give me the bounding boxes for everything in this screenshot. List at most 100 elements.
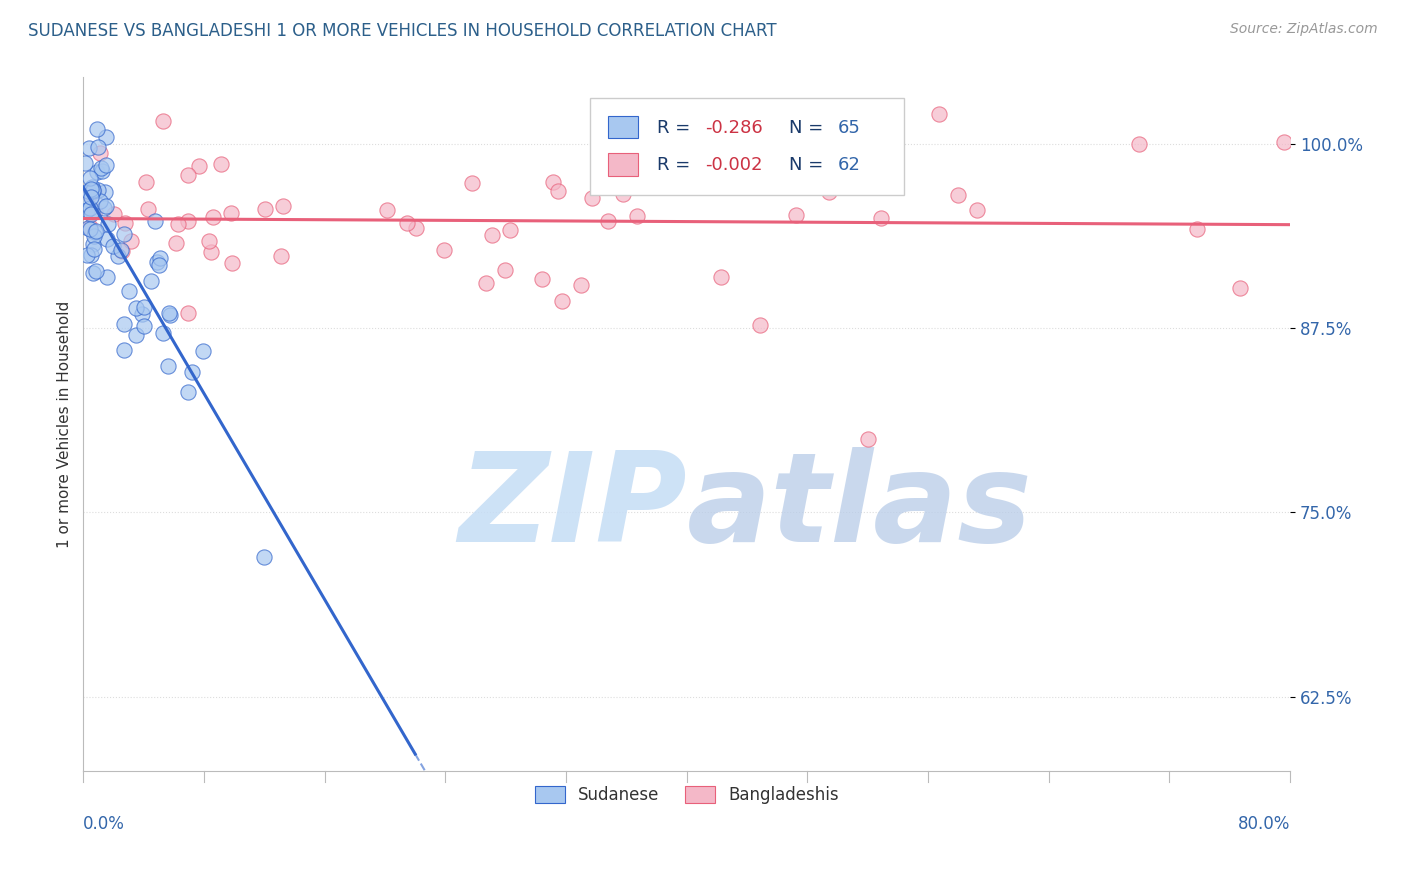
Point <box>112 227 135 242</box>
Point <box>117 285 139 299</box>
Point <box>612 187 634 202</box>
Point <box>77 221 100 235</box>
Point <box>531 272 554 286</box>
Point <box>87 183 110 197</box>
Point <box>270 249 292 263</box>
Text: R =: R = <box>657 156 696 175</box>
Point <box>1229 280 1251 294</box>
Point <box>165 235 187 250</box>
Point <box>79 222 101 236</box>
Point <box>180 365 202 379</box>
Point <box>89 194 111 208</box>
Text: 0.0%: 0.0% <box>83 814 125 833</box>
Y-axis label: 1 or more Vehicles in Household: 1 or more Vehicles in Household <box>58 301 72 548</box>
Point <box>191 344 214 359</box>
Point <box>143 213 166 227</box>
Point <box>710 270 733 285</box>
Point <box>1272 135 1295 149</box>
Point <box>146 255 169 269</box>
Text: 65: 65 <box>838 119 860 137</box>
Text: -0.286: -0.286 <box>704 119 762 137</box>
Point <box>82 183 104 197</box>
Point <box>131 307 153 321</box>
Point <box>377 202 399 217</box>
Point <box>79 187 101 202</box>
Point <box>188 159 211 173</box>
Point <box>494 262 516 277</box>
Point <box>83 242 105 256</box>
Point <box>167 217 190 231</box>
Point <box>396 216 419 230</box>
Point <box>159 308 181 322</box>
Point <box>569 277 592 292</box>
Point <box>120 234 142 248</box>
Point <box>789 159 811 173</box>
Point <box>87 140 110 154</box>
Point <box>152 326 174 340</box>
Text: N =: N = <box>789 156 830 175</box>
Point <box>626 209 648 223</box>
Point <box>96 232 118 246</box>
Point <box>84 264 107 278</box>
Point <box>82 184 104 198</box>
Text: 80.0%: 80.0% <box>1237 814 1291 833</box>
Point <box>551 294 574 309</box>
Point <box>89 146 111 161</box>
Point <box>80 182 103 196</box>
Point <box>82 205 104 219</box>
FancyBboxPatch shape <box>591 98 904 195</box>
Point <box>83 228 105 243</box>
Point <box>80 207 103 221</box>
Point <box>110 244 132 258</box>
Point <box>253 202 276 216</box>
FancyBboxPatch shape <box>609 116 638 138</box>
Point <box>103 207 125 221</box>
Point <box>636 173 658 187</box>
Point <box>86 165 108 179</box>
Point <box>111 244 134 258</box>
Point <box>112 317 135 331</box>
Point <box>79 219 101 234</box>
Point <box>1185 222 1208 236</box>
Point <box>93 201 115 215</box>
Point <box>90 164 112 178</box>
Point <box>202 210 225 224</box>
Text: 62: 62 <box>838 156 860 175</box>
Point <box>84 224 107 238</box>
Point <box>748 318 770 332</box>
Point <box>541 176 564 190</box>
Point <box>83 184 105 198</box>
Point <box>948 188 970 202</box>
Point <box>966 202 988 217</box>
Point <box>114 216 136 230</box>
FancyBboxPatch shape <box>609 153 638 176</box>
Point <box>157 306 180 320</box>
Point <box>96 270 118 285</box>
Point <box>132 318 155 333</box>
Point <box>73 192 96 206</box>
Point <box>96 199 118 213</box>
Text: ZIP: ZIP <box>458 447 686 567</box>
Point <box>103 238 125 252</box>
Point <box>271 199 294 213</box>
Point <box>136 202 159 216</box>
Point <box>107 249 129 263</box>
Point <box>928 107 950 121</box>
Point <box>139 274 162 288</box>
Point <box>433 243 456 257</box>
Point <box>598 214 620 228</box>
Point <box>623 159 645 173</box>
Point <box>818 185 841 199</box>
Point <box>157 359 180 373</box>
Point <box>198 234 221 248</box>
Point <box>475 276 498 290</box>
Point <box>73 156 96 170</box>
Text: atlas: atlas <box>686 447 1032 567</box>
Point <box>94 186 117 200</box>
Point <box>96 217 118 231</box>
Point <box>76 203 98 218</box>
Point <box>177 214 200 228</box>
Point <box>135 175 157 189</box>
Point <box>1128 136 1150 151</box>
Text: Source: ZipAtlas.com: Source: ZipAtlas.com <box>1230 22 1378 37</box>
